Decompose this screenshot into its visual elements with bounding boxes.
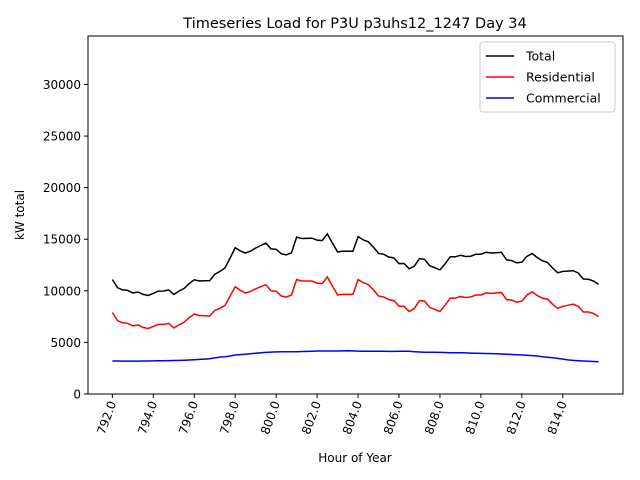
series-line-commercial xyxy=(112,350,599,363)
legend-label-total: Total xyxy=(525,49,555,64)
chart-title: Timeseries Load for P3U p3uhs12_1247 Day… xyxy=(182,16,526,32)
y-tick-label: 0 xyxy=(73,388,81,402)
y-tick-label: 30000 xyxy=(43,78,81,92)
y-tick-label: 20000 xyxy=(43,181,81,195)
legend-label-residential: Residential xyxy=(526,70,595,85)
legend-box xyxy=(479,41,616,113)
legend-label-commercial: Commercial xyxy=(526,91,601,106)
y-axis-label: kW total xyxy=(13,190,27,240)
series-line-total xyxy=(111,232,599,297)
series-line-residential xyxy=(111,275,599,330)
y-tick-label: 10000 xyxy=(43,284,81,298)
y-axis: 0 5000 10000 15000 20000 25000 30000 xyxy=(43,78,88,402)
y-tick-label: 5000 xyxy=(50,336,81,350)
series-layer xyxy=(111,232,599,363)
y-tick-label: 25000 xyxy=(43,130,81,144)
legend: Total Residential Commercial xyxy=(479,41,616,113)
y-tick-label: 15000 xyxy=(43,233,81,247)
x-axis-label: Hour of Year xyxy=(318,451,392,465)
plot-frame xyxy=(87,35,624,395)
